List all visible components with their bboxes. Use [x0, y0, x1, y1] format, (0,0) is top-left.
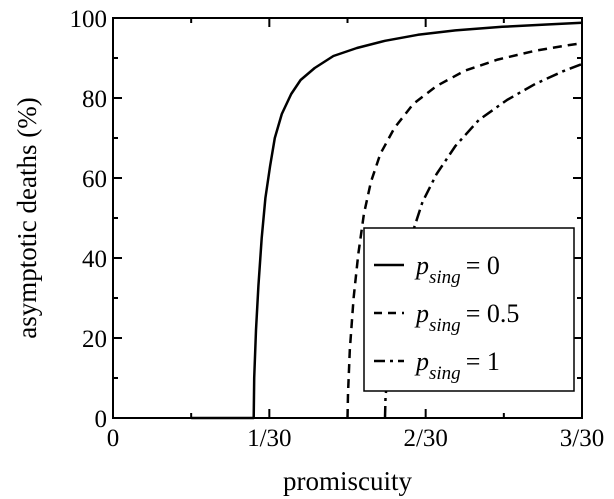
legend-subscript: sing	[429, 363, 461, 384]
y-tick-label-4: 80	[82, 86, 107, 113]
tick-labels: 0 1/30 2/30 3/30 0 20 40 60 80 100	[70, 6, 605, 452]
y-tick-label-5: 100	[70, 6, 108, 33]
x-tick-label-1: 1/30	[247, 425, 291, 452]
legend-subscript: sing	[429, 267, 461, 288]
series-line-1	[191, 21, 583, 420]
legend-value: = 0.5	[466, 299, 520, 328]
legend-value: = 1	[466, 347, 500, 376]
y-axis-label: asymptotic deaths (%)	[12, 97, 42, 338]
legend-label-3: psing = 1	[414, 347, 500, 384]
legend-value: = 0	[466, 251, 500, 280]
axis-ticks	[112, 17, 583, 419]
x-tick-label-3: 3/30	[560, 425, 604, 452]
x-tick-label-0: 0	[107, 425, 120, 452]
legend-subscript: sing	[429, 315, 461, 336]
x-tick-label-2: 2/30	[403, 425, 447, 452]
legend-label-1: psing = 0	[414, 251, 500, 288]
x-axis-label: promiscuity	[283, 466, 412, 496]
y-tick-label-0: 0	[95, 406, 108, 433]
legend-symbol: p	[414, 347, 429, 376]
legend-symbol: p	[414, 251, 429, 280]
legend-symbol: p	[414, 299, 429, 328]
series-line-2	[346, 41, 583, 419]
y-tick-label-2: 40	[82, 246, 107, 273]
y-tick-label-3: 60	[82, 166, 107, 193]
legend-box	[363, 227, 575, 392]
y-tick-label-1: 20	[82, 326, 107, 353]
legend-label-2: psing = 0.5	[414, 299, 519, 336]
